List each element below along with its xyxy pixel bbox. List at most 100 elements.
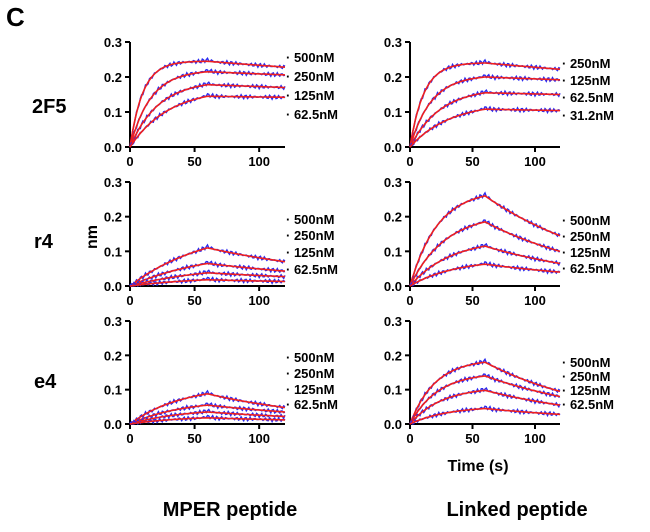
y-tick-label: 0.0 bbox=[384, 417, 402, 432]
fit-curve-250nM bbox=[129, 404, 286, 425]
concentration-label: · 500nM bbox=[286, 212, 334, 227]
fit-curve-250nM bbox=[409, 62, 561, 148]
row-label-2f5: 2F5 bbox=[32, 96, 66, 118]
concentration-label: · 125nM bbox=[286, 88, 334, 103]
concentration-label: · 250nM bbox=[562, 56, 610, 71]
concentration-label: · 250nM bbox=[286, 228, 334, 243]
y-tick-label: 0.2 bbox=[104, 70, 122, 85]
measured-trace-250nM bbox=[409, 58, 561, 148]
fit-curve-125nM bbox=[129, 411, 285, 425]
y-tick-label: 0.0 bbox=[104, 417, 122, 432]
panels: 0.00.10.20.30 50 100· 500nM· 250nM· 125nM·… bbox=[104, 35, 614, 446]
fit-curve-125nM bbox=[409, 389, 561, 425]
x-axis-label: Time (s) bbox=[447, 458, 508, 475]
panel-2f5-linked: 0.0 0.1 0.2 0.3 0 50 100 · 250nM · 125nM · 62.5nM… bbox=[384, 35, 614, 169]
x-tick-label: 0 bbox=[126, 154, 133, 169]
fit-curve-250nM bbox=[129, 71, 286, 148]
y-tick-label: 0.1 bbox=[104, 244, 122, 259]
x-tick-label: 100 bbox=[524, 431, 546, 446]
fit-curve-500nM bbox=[409, 361, 561, 425]
y-tick-label: 0.3 bbox=[104, 175, 122, 190]
concentration-label: · 250nM bbox=[286, 366, 334, 381]
x-tick-label: 100 bbox=[248, 293, 270, 308]
y-tick-label: 0.1 bbox=[384, 105, 402, 120]
y-tick-label: 0.3 bbox=[104, 314, 122, 329]
x-tick-label: 0 bbox=[126, 293, 133, 308]
concentration-label: · 125nM bbox=[562, 383, 610, 398]
y-tick-label: 0.0 bbox=[384, 279, 402, 294]
concentration-label: · 125nM bbox=[562, 245, 610, 260]
y-tick-label: 0.0 bbox=[104, 140, 122, 155]
column-label-mper: MPER peptide bbox=[163, 499, 297, 521]
panel-letter: C bbox=[6, 2, 25, 32]
x-tick-label: 50 bbox=[187, 431, 201, 446]
y-tick-label: 0.3 bbox=[384, 175, 402, 190]
fit-curve-62.5nM bbox=[409, 407, 561, 425]
fit-curve-62.5nM bbox=[409, 92, 560, 148]
concentration-label: · 62.5nM bbox=[286, 262, 338, 277]
y-tick-label: 0.1 bbox=[384, 383, 402, 398]
fit-curve-62.5nM bbox=[129, 95, 285, 148]
concentration-label: · 500nM bbox=[562, 355, 610, 370]
concentration-label: · 62.5nM bbox=[562, 261, 614, 276]
measured-trace-125nM bbox=[129, 81, 286, 148]
y-tick-label: 0.3 bbox=[384, 35, 402, 50]
row-label-r4: r4 bbox=[34, 231, 54, 253]
concentration-label: · 250nM bbox=[562, 369, 610, 384]
fit-curve-500nM bbox=[129, 247, 286, 287]
fit-curve-500nM bbox=[129, 60, 286, 148]
concentration-label: · 62.5nM bbox=[286, 107, 338, 122]
measured-trace-500nM bbox=[409, 191, 561, 287]
concentration-label: · 500nM bbox=[286, 350, 334, 365]
y-tick-label: 0.0 bbox=[104, 279, 122, 294]
concentration-label: · 250nM bbox=[562, 229, 610, 244]
x-tick-label: 50 bbox=[187, 154, 201, 169]
row-label-e4: e4 bbox=[34, 371, 57, 393]
fit-curve-250nM bbox=[409, 375, 561, 425]
concentration-label: · 62.5nM bbox=[286, 397, 338, 412]
fit-curve-125nM bbox=[129, 83, 285, 148]
concentration-label: · 500nM bbox=[562, 213, 610, 228]
fit-curve-500nM bbox=[129, 392, 286, 425]
x-tick-label: 50 bbox=[465, 293, 479, 308]
panel-2f5-mper: 0.0 0.1 0.2 0.3 0 50 100 · 500nM · 250nM · 125nM ·… bbox=[104, 35, 338, 169]
concentration-label: · 125nM bbox=[562, 73, 610, 88]
fit-curve-500nM bbox=[409, 195, 561, 287]
x-tick-label: 0 bbox=[406, 293, 413, 308]
panel-r4-linked: 0.0 0.1 0.2 0.3 0 50 100 · 500nM· 250nM· 125nM·… bbox=[384, 175, 614, 308]
x-tick-label: 50 bbox=[465, 154, 479, 169]
y-tick-label: 0.3 bbox=[104, 35, 122, 50]
concentration-label: · 500nM bbox=[286, 50, 334, 65]
panel-e4-linked: 0.0 0.1 0.2 0.3 0 50 100 · 500nM· 250nM· 125nM·… bbox=[384, 314, 614, 446]
y-tick-label: 0.1 bbox=[384, 244, 402, 259]
x-tick-label: 100 bbox=[524, 293, 546, 308]
concentration-label: · 125nM bbox=[286, 382, 334, 397]
measured-trace-31.2nM bbox=[409, 105, 561, 148]
y-tick-label: 0.1 bbox=[104, 105, 122, 120]
x-tick-label: 50 bbox=[187, 293, 201, 308]
panel-e4-mper: 0.0 0.1 0.2 0.3 0 50 100 · 500nM· 250nM· 125nM·… bbox=[104, 314, 338, 446]
y-tick-label: 0.2 bbox=[104, 348, 122, 363]
fit-curve-31.2nM bbox=[409, 108, 560, 148]
fit-curve-62.5nM bbox=[129, 279, 285, 287]
fit-curve-125nM bbox=[409, 76, 560, 148]
concentration-label: · 250nM bbox=[286, 69, 334, 84]
y-tick-label: 0.1 bbox=[104, 383, 122, 398]
x-tick-label: 100 bbox=[524, 154, 546, 169]
y-tick-label: 0.2 bbox=[384, 348, 402, 363]
x-tick-label: 100 bbox=[248, 431, 270, 446]
x-tick-label: 50 bbox=[465, 431, 479, 446]
fit-curve-62.5nM bbox=[129, 416, 285, 425]
x-tick-label: 0 bbox=[126, 431, 133, 446]
fit-curve-125nM bbox=[409, 245, 561, 287]
y-tick-label: 0.2 bbox=[384, 210, 402, 225]
concentration-label: · 125nM bbox=[286, 245, 334, 260]
concentration-label: · 62.5nM bbox=[562, 90, 614, 105]
y-axis-label: nm bbox=[84, 225, 101, 249]
x-tick-label: 100 bbox=[248, 154, 270, 169]
concentration-label: · 62.5nM bbox=[562, 397, 614, 412]
y-tick-label: 0.2 bbox=[384, 70, 402, 85]
y-tick-label: 0.0 bbox=[384, 140, 402, 155]
fit-curve-125nM bbox=[129, 271, 285, 287]
